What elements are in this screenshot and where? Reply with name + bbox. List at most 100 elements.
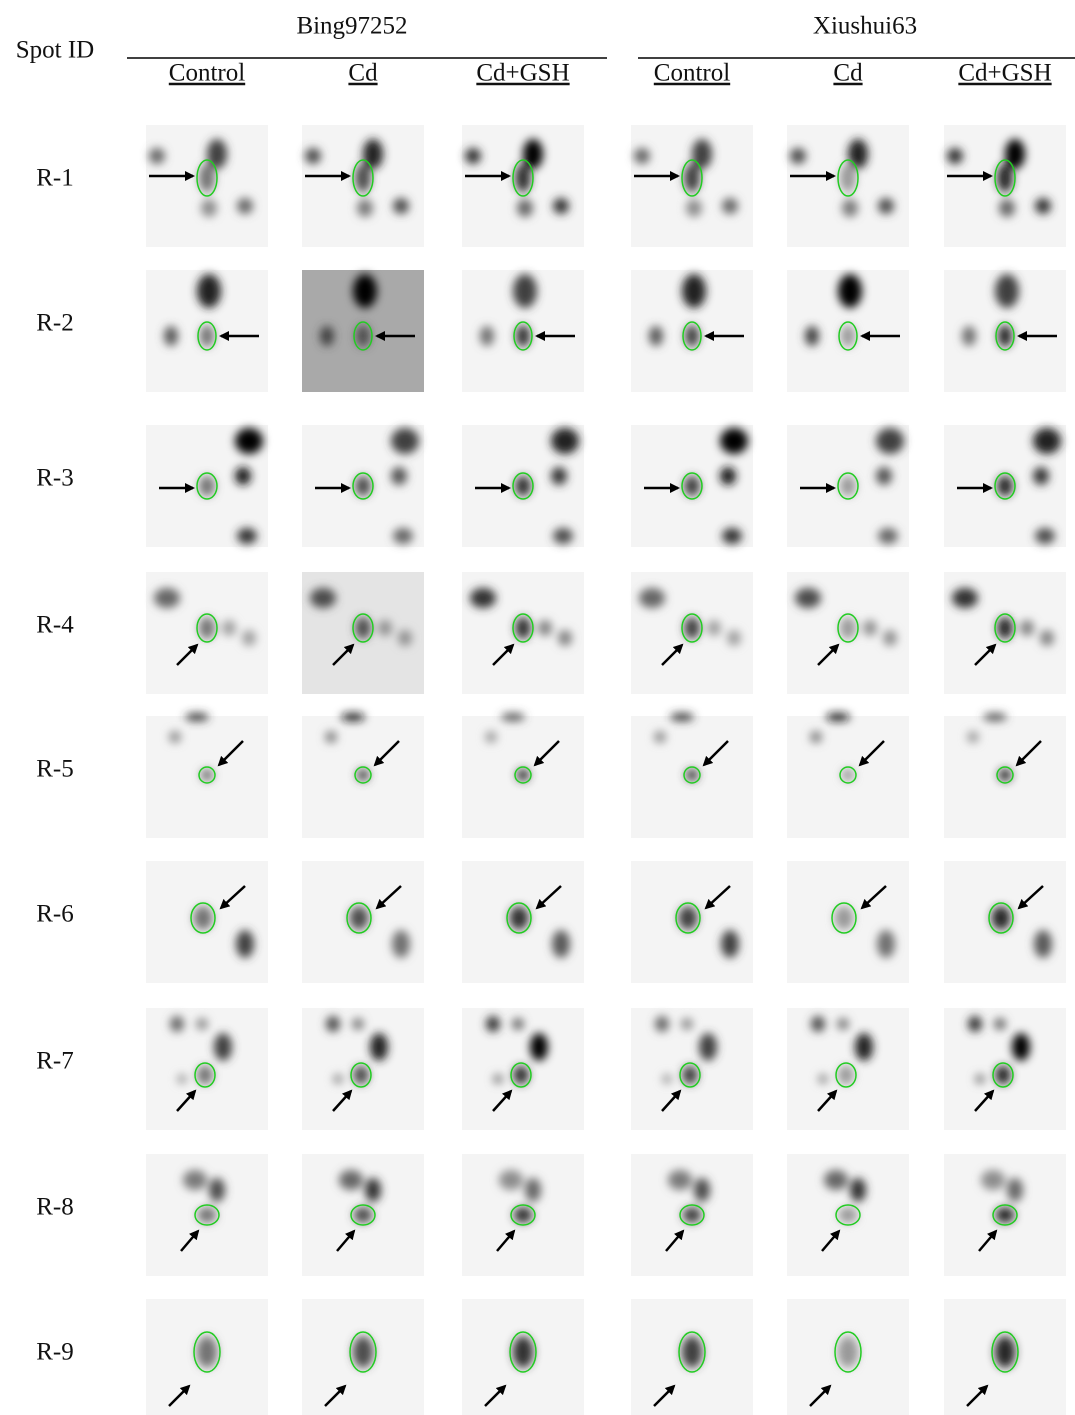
gel-spot [1040, 630, 1054, 646]
gel-panel [146, 425, 268, 547]
gel-spot [826, 713, 850, 721]
gel-spot [242, 630, 256, 646]
gel-spot [1033, 467, 1049, 485]
gel-spot [237, 528, 257, 544]
gel-spot [795, 588, 821, 608]
gel-panel [631, 425, 753, 547]
target-spot [201, 769, 214, 782]
target-spot [997, 476, 1013, 497]
gel-spot [981, 1170, 1005, 1190]
target-spot [838, 1065, 854, 1084]
gel-spot [855, 1033, 873, 1061]
gel-spot [523, 139, 543, 169]
gel-spot [525, 1178, 541, 1202]
target-spot [838, 1207, 857, 1223]
gel-spot [842, 199, 858, 217]
gel-panel [787, 270, 909, 392]
target-spot [842, 769, 855, 782]
target-spot [357, 769, 370, 782]
target-spot [353, 1207, 372, 1223]
gel-panel [631, 270, 753, 392]
gel-panel [787, 1008, 909, 1130]
gel-spot [553, 198, 569, 214]
gel-spot [878, 528, 898, 544]
gel-panel [944, 572, 1066, 694]
target-spot [841, 325, 855, 347]
gel-spot [634, 148, 650, 164]
gel-spot [341, 713, 365, 721]
gel-spot [655, 1016, 669, 1032]
gel-spot [391, 428, 419, 454]
gel-spot [538, 620, 552, 636]
gel-spot [999, 199, 1015, 217]
gel-spot [962, 326, 976, 346]
gel-spot [512, 1018, 524, 1030]
gel-panel [944, 1299, 1066, 1415]
target-spot [840, 476, 856, 497]
gel-spot [551, 467, 567, 485]
target-spot [995, 1065, 1011, 1084]
gel-spot [883, 630, 897, 646]
row-label: R-6 [36, 901, 74, 928]
gel-spot [995, 274, 1019, 308]
gel-panel [944, 1008, 1066, 1130]
gel-spot [720, 428, 748, 454]
row-label: R-9 [36, 1339, 74, 1366]
gel-spot [177, 1074, 187, 1084]
target-spot [995, 1207, 1014, 1223]
treatment-label: Control [169, 60, 245, 87]
treatment-label: Cd [833, 60, 863, 87]
gel-panel [302, 270, 424, 392]
gel-panel [462, 1299, 584, 1415]
target-spot [686, 769, 699, 782]
gel-spot [848, 139, 868, 169]
gel-spot [722, 528, 742, 544]
gel-spot [237, 198, 253, 214]
target-spot [685, 325, 699, 347]
gel-spot [686, 199, 702, 217]
gel-panel [631, 1299, 753, 1415]
target-spot [998, 325, 1012, 347]
gel-spot [185, 713, 209, 721]
gel-spot [682, 274, 706, 308]
target-spot [682, 1065, 698, 1084]
target-spot [995, 1336, 1016, 1368]
gel-spot [837, 1018, 849, 1030]
gel-spot [392, 930, 410, 958]
gel-panel [631, 861, 753, 983]
row-label: R-2 [36, 310, 74, 337]
gel-spots [682, 1336, 703, 1368]
gel-spot [209, 1178, 225, 1202]
gel-spot [877, 930, 895, 958]
row-label: R-3 [36, 465, 74, 492]
target-spot [199, 476, 215, 497]
gel-spot [876, 467, 892, 485]
gel-spot [720, 467, 736, 485]
gel-spot [551, 428, 579, 454]
gel-panel [944, 425, 1066, 547]
gel-spot [707, 620, 721, 636]
gel-spot [694, 1178, 710, 1202]
target-spot [200, 325, 214, 347]
gel-spot [235, 428, 263, 454]
gel-spot [517, 199, 533, 217]
target-spot [517, 769, 530, 782]
gel-spot [170, 1016, 184, 1032]
gel-spot [183, 1170, 207, 1190]
gel-spot [357, 199, 373, 217]
gel-spot [983, 713, 1007, 721]
treatment-label: Cd+GSH [958, 60, 1051, 87]
gel-panel [302, 425, 424, 547]
target-spot [353, 1336, 374, 1368]
gel-panel [146, 861, 268, 983]
target-spot [199, 617, 215, 639]
treatment-label: Control [654, 60, 730, 87]
gel-spot [197, 274, 221, 308]
target-spot [509, 906, 528, 930]
gel-spot [201, 199, 217, 217]
gel-spot [727, 630, 741, 646]
gel-spot [876, 428, 904, 454]
gel-spot [169, 731, 181, 743]
gel-panel [944, 125, 1066, 247]
gel-spot [325, 731, 337, 743]
